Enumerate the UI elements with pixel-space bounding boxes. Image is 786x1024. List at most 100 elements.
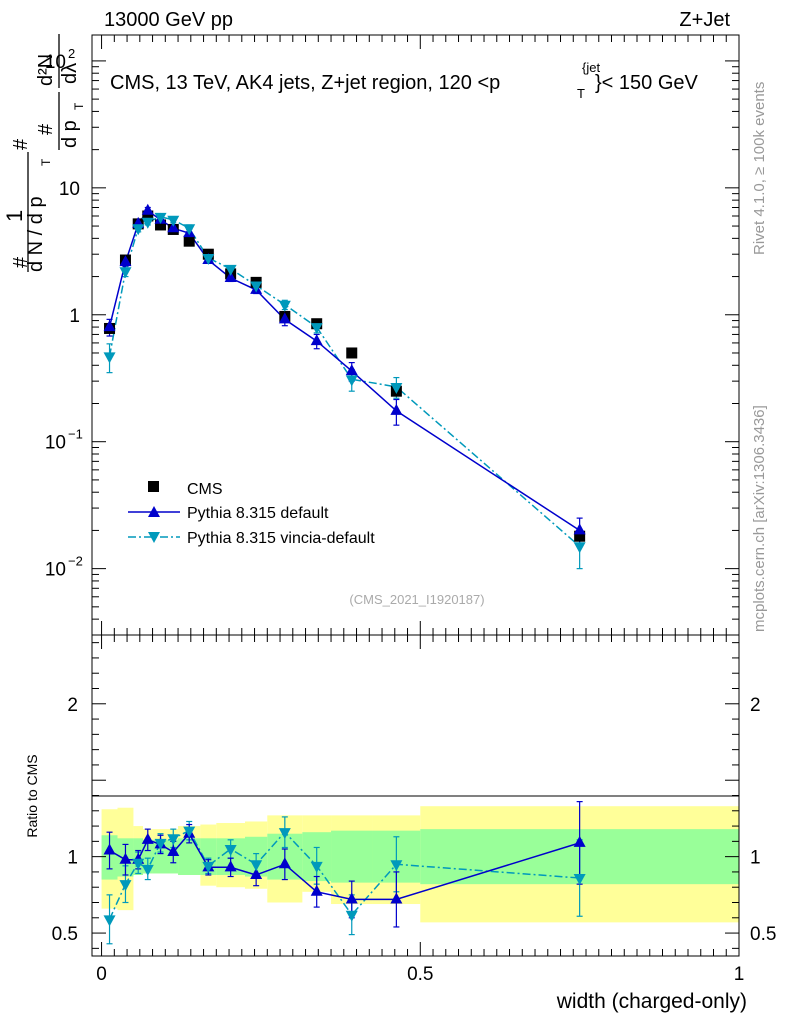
ylabel-dlambda: dλ (59, 63, 81, 84)
main-vincia-marker (573, 542, 586, 554)
ratio-x-tick-label: 0 (96, 964, 107, 985)
main-pythia-default-marker (573, 523, 586, 535)
ratio-pythia-default-marker (345, 892, 358, 904)
legend: CMS Pythia 8.315 default Pythia 8.315 vi… (128, 481, 375, 547)
main-y-tick-label: 1 (69, 306, 80, 327)
main-y-tick-label: 10 (59, 179, 80, 200)
main-vincia-marker (103, 352, 116, 364)
ratio-vincia-marker (183, 826, 196, 838)
ratio-y-tick-label-right: 2 (750, 695, 761, 716)
ratio-series (103, 801, 586, 945)
main-vincia-marker (167, 215, 180, 227)
main-y-tick-label: 10 (45, 433, 66, 454)
legend-marker-cms (148, 481, 159, 492)
ratio-vincia-marker (310, 861, 323, 873)
ratio-ylabel: Ratio to CMS (24, 754, 40, 837)
main-y-tick-label-exp: 2 (68, 46, 75, 61)
legend-marker-pythia-default (148, 506, 160, 517)
main-vincia-marker (224, 264, 237, 276)
ratio-y-tick-label-left: 1 (67, 848, 78, 869)
ratio-pythia-default-marker (250, 867, 263, 879)
ratio-panel: 0.5 0.51 12 20 0.5 1 Ratio to CMS width (char… (24, 634, 776, 1013)
ratio-pythia-default-marker (390, 892, 403, 904)
ratio-pythia-default-marker (278, 857, 291, 869)
main-y-tick-label: 10 (45, 560, 66, 581)
ratio-pythia-default-marker (119, 852, 132, 864)
ylabel-t-sub-2: T (72, 102, 86, 110)
ratio-vincia-marker (141, 864, 154, 876)
ratio-pythia-default-marker (167, 845, 180, 857)
main-vincia-marker (132, 224, 145, 236)
ylabel-dn-dpt: d N / d p (25, 196, 47, 272)
ratio-x-tick-label: 1 (734, 964, 745, 985)
ratio-vincia-marker (119, 880, 132, 892)
main-cms-marker (346, 347, 358, 359)
ratio-vincia-marker (202, 861, 215, 873)
main-cms-marker (183, 235, 195, 247)
ratio-band-inner (200, 838, 217, 875)
ratio-vincia-marker (250, 860, 263, 872)
legend-label-pythia-vincia: Pythia 8.315 vincia-default (187, 530, 375, 547)
main-ylabel: # 1 d N / d p T # # d p T d²N dλ (2, 34, 86, 272)
header-left-label: 13000 GeV pp (104, 9, 233, 31)
ratio-pythia-default-marker (103, 843, 116, 855)
ylabel-hash-1: # (10, 256, 32, 268)
main-y-tick-label: 10 (45, 52, 66, 73)
ratio-pythia-default-marker (141, 832, 154, 844)
title-suffix: }< 150 GeV (595, 72, 699, 94)
main-vincia-marker (278, 300, 291, 312)
main-vincia-line (108, 216, 581, 547)
main-pythia-default-marker (141, 203, 154, 215)
ratio-vincia-marker (154, 838, 167, 850)
ratio-band-inner (178, 838, 201, 875)
ylabel-hash-2: # (10, 138, 32, 150)
main-cms-marker (574, 530, 586, 542)
main-pythia-default-marker (310, 334, 323, 346)
ratio-vincia-marker (132, 858, 145, 870)
legend-label-cms: CMS (187, 481, 223, 498)
main-pythia-default-marker (103, 320, 116, 332)
main-y-tick-label-exp: −1 (68, 427, 83, 442)
rivet-version-label: Rivet 4.1.0, ≥ 100k events (751, 82, 768, 255)
main-vincia-marker (141, 217, 154, 229)
ratio-y-tick-label-left: 2 (67, 695, 78, 716)
main-vincia-marker (119, 267, 132, 279)
main-pythia-default-marker (224, 270, 237, 282)
ratio-y-tick-label-right: 0.5 (750, 924, 776, 945)
mcplots-label: mcplots.cern.ch [arXiv:1306.3436] (751, 405, 768, 632)
main-vincia-marker (345, 375, 358, 387)
ratio-y-tick-label-right: 1 (750, 848, 761, 869)
main-pythia-default-marker (119, 255, 132, 267)
ratio-x-tick-label: 0.5 (407, 964, 433, 985)
ratio-vincia-marker (167, 834, 180, 846)
main-series (103, 203, 586, 570)
title-prefix: CMS, 13 TeV, AK4 jets, Z+jet region, 120… (110, 72, 500, 94)
main-pythia-default-marker (390, 403, 403, 415)
ratio-band-inner (331, 830, 373, 883)
ratio-band-inner (142, 839, 153, 874)
main-vincia-marker (390, 382, 403, 394)
ratio-axis-ticks: 0.5 0.51 12 20 0.5 1 (52, 635, 776, 985)
ratio-xlabel: width (charged-only) (556, 990, 747, 1013)
ratio-pythia-default-marker (310, 884, 323, 896)
ratio-y-tick-label-left: 0.5 (52, 924, 78, 945)
legend-label-pythia-default: Pythia 8.315 default (187, 505, 329, 522)
ratio-vincia-marker (390, 860, 403, 872)
main-pythia-default-marker (345, 364, 358, 376)
ylabel-dpt: d p (59, 120, 81, 148)
main-pythia-default-line (108, 209, 581, 532)
ratio-vincia-marker (345, 910, 358, 922)
main-cms-marker (142, 210, 154, 222)
main-pythia-default-marker (278, 312, 291, 324)
header-right-label: Z+Jet (679, 9, 730, 31)
ratio-pythia-default-marker (573, 835, 586, 847)
main-y-tick-label-exp: −2 (68, 554, 83, 569)
ylabel-hash-3: # (35, 123, 57, 135)
main-vincia-marker (250, 281, 263, 293)
main-vincia-marker (183, 224, 196, 236)
ratio-vincia-marker (103, 915, 116, 927)
ratio-vincia-marker (573, 874, 586, 886)
